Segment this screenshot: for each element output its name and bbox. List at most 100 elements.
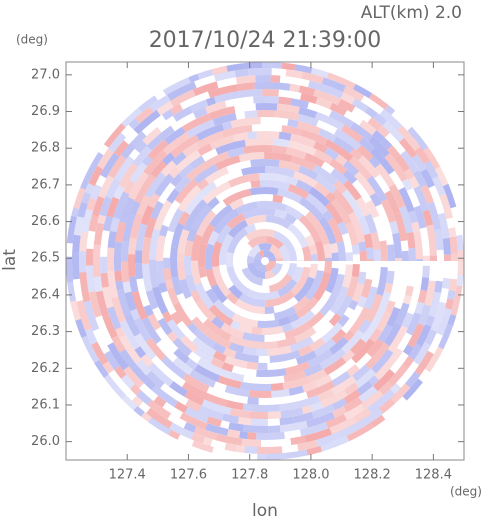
echo-cell [259, 180, 290, 191]
echo-cell [173, 302, 193, 327]
echo-cell [359, 250, 368, 261]
echo-cell [140, 354, 154, 368]
echo-cell [172, 337, 193, 357]
echo-cell [329, 102, 348, 116]
echo-cell [330, 88, 344, 99]
echo-cell [234, 68, 249, 78]
echo-cell [374, 291, 391, 322]
echo-cell [295, 350, 317, 365]
echo-cell [366, 247, 374, 260]
echo-cell [351, 282, 365, 303]
echo-cell [211, 65, 228, 76]
echo-cell [237, 416, 252, 426]
echo-cell [348, 299, 359, 311]
echo-cell [107, 271, 119, 299]
echo-cell [376, 267, 388, 296]
echo-cell [274, 110, 300, 121]
echo-cell [169, 422, 194, 440]
echo-cell [343, 330, 355, 342]
echo-cell [134, 346, 147, 359]
echo-cell [379, 109, 403, 131]
echo-cell [345, 252, 353, 261]
echo-cell [375, 163, 395, 188]
echo-cell [122, 213, 136, 243]
echo-cell [225, 292, 239, 305]
echo-cell [417, 304, 431, 326]
echo-cell [331, 328, 347, 344]
echo-cell [306, 411, 335, 428]
echo-cell [363, 233, 374, 249]
echo-cell [424, 329, 437, 346]
echo-cell [256, 368, 287, 378]
echo-cell [384, 153, 408, 182]
echo-cell [378, 398, 396, 414]
echo-cell [157, 317, 173, 336]
echo-cell [158, 282, 168, 293]
echo-cell [238, 293, 266, 308]
echo-cell [202, 181, 232, 204]
echo-cell [397, 125, 421, 151]
echo-cell [102, 361, 115, 374]
echo-cell [166, 188, 180, 204]
echo-cell [298, 214, 322, 243]
echo-cell [318, 216, 337, 245]
echo-cell [123, 366, 144, 389]
echo-cell [351, 98, 369, 113]
echo-cell [310, 67, 329, 79]
echo-cell [257, 109, 275, 118]
echo-cell [194, 364, 221, 383]
echo-cell [267, 411, 282, 419]
echo-cell [317, 389, 335, 402]
echo-cell [319, 348, 346, 370]
echo-cell [178, 164, 194, 179]
echo-cell [304, 234, 316, 247]
echo-cell [205, 423, 229, 436]
echo-cell [115, 221, 127, 243]
echo-cell [235, 444, 246, 453]
echo-cell [122, 281, 132, 294]
echo-cell [351, 338, 376, 364]
echo-cell [284, 212, 297, 225]
echo-cell [252, 404, 280, 412]
echo-cell [366, 338, 384, 358]
echo-cell [159, 224, 169, 237]
echo-cell [329, 286, 349, 314]
echo-cell [341, 124, 355, 137]
echo-cell [170, 103, 183, 115]
echo-cell [129, 384, 142, 396]
echo-cell [77, 201, 88, 218]
echo-cell [288, 140, 317, 156]
echo-cell [242, 403, 253, 412]
echo-cell [408, 343, 423, 360]
echo-cell [313, 141, 328, 154]
echo-cell [226, 63, 245, 72]
echo-cell [248, 411, 268, 420]
echo-cell [193, 81, 219, 96]
echo-cell [95, 290, 110, 318]
echo-cell [369, 192, 382, 207]
echo-cell [313, 338, 337, 357]
echo-cell [295, 179, 313, 193]
echo-cell [294, 326, 317, 344]
echo-cell [356, 380, 373, 396]
echo-cell [178, 211, 190, 226]
echo-cell [239, 431, 249, 440]
echo-cell [242, 424, 269, 434]
echo-cell [262, 249, 275, 260]
echo-cell [105, 177, 121, 199]
echo-cell [193, 426, 218, 441]
echo-cell [438, 323, 454, 350]
echo-cell [254, 81, 269, 90]
y-tick-label: 27.0 [31, 67, 60, 82]
echo-cell [163, 268, 172, 281]
echo-cell [189, 369, 216, 388]
echo-cell [173, 348, 190, 364]
echo-cell [212, 266, 231, 297]
echo-cell [67, 282, 77, 302]
echo-cell [191, 234, 203, 261]
echo-cell [138, 95, 158, 113]
echo-cell [277, 316, 291, 327]
echo-cell [185, 274, 197, 293]
echo-cell [390, 347, 403, 361]
echo-cell [325, 413, 347, 429]
